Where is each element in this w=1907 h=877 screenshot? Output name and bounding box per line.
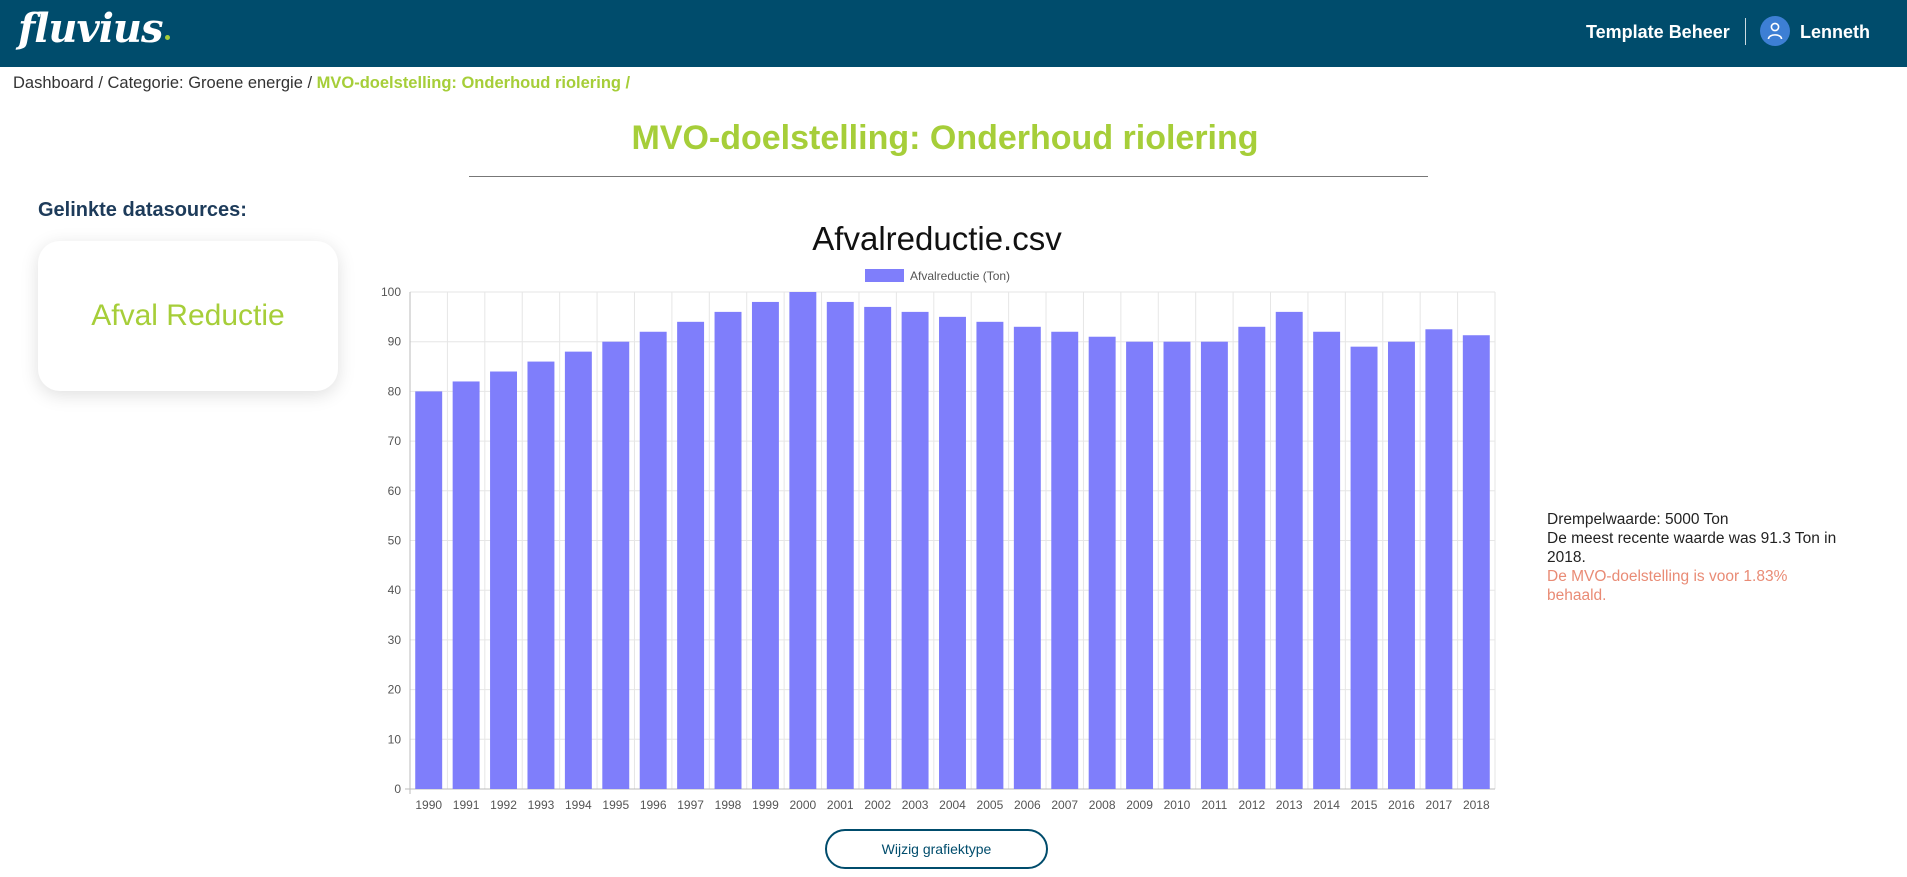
bar-2011: [1200, 341, 1228, 789]
datasources-heading: Gelinkte datasources:: [38, 199, 247, 221]
x-tick-label: 2009: [1126, 798, 1153, 812]
bar-2007: [1051, 331, 1079, 789]
x-tick-label: 2007: [1051, 798, 1078, 812]
bar-chart: 0 10 20 30 40 50 60 70 80 90 100 1990 1991 1992 1993 19…: [381, 269, 1496, 812]
user-avatar-icon[interactable]: [1760, 16, 1790, 46]
x-tick-label: 1991: [453, 798, 480, 812]
x-tick-label: 2002: [864, 798, 891, 812]
y-tick-label: 80: [388, 384, 402, 398]
fluvius-logo[interactable]: fluvius: [18, 6, 170, 52]
y-tick-label: 0: [394, 782, 401, 796]
bar-2000: [789, 292, 817, 789]
x-tick-label: 2006: [1014, 798, 1041, 812]
y-tick-label: 20: [388, 683, 402, 697]
bar-2002: [864, 306, 892, 789]
bar-2001: [826, 301, 854, 789]
y-tick-label: 40: [388, 583, 402, 597]
template-beheer-link[interactable]: Template Beheer: [1586, 22, 1730, 42]
y-tick-label: 60: [388, 484, 402, 498]
y-tick-label: 10: [388, 732, 402, 746]
x-tick-label: 2004: [939, 798, 966, 812]
x-tick-label: 1999: [752, 798, 779, 812]
title-divider: [469, 176, 1428, 177]
bar-2006: [1013, 326, 1041, 789]
bar-1990: [415, 391, 443, 789]
page-title: MVO-doelstelling: Onderhoud riolering: [631, 119, 1259, 157]
breadcrumb-separator: /: [93, 74, 108, 92]
threshold-text: Drempelwaarde: 5000 Ton: [1547, 511, 1729, 528]
x-tick-label: 2012: [1238, 798, 1265, 812]
x-tick-label: 1997: [677, 798, 704, 812]
x-tick-label: 2008: [1089, 798, 1116, 812]
legend-label: Afvalreductie (Ton): [910, 269, 1010, 283]
y-tick-label: 30: [388, 633, 402, 647]
breadcrumb: Dashboard / Categorie: Groene energie / …: [13, 73, 630, 93]
y-tick-label: 100: [381, 285, 401, 299]
breadcrumb-dashboard[interactable]: Dashboard: [13, 74, 94, 92]
bar-1994: [564, 351, 592, 789]
bar-2016: [1387, 341, 1415, 789]
y-tick-label: 70: [388, 434, 402, 448]
logo-text: fluvius: [18, 5, 164, 52]
bar-2014: [1313, 331, 1341, 789]
bar-2004: [939, 316, 966, 789]
x-tick-label: 1990: [415, 798, 442, 812]
top-navbar: fluvius Template Beheer Lenneth: [0, 0, 1907, 67]
change-chart-type-button[interactable]: Wijzig grafiektype: [825, 829, 1048, 869]
x-tick-label: 2015: [1351, 798, 1378, 812]
target-info: Drempelwaarde: 5000 Ton De meest recente…: [1547, 510, 1847, 605]
user-name[interactable]: Lenneth: [1800, 22, 1870, 42]
breadcrumb-separator: /: [302, 74, 317, 92]
bar-1996: [639, 331, 667, 789]
chart-title: Afvalreductie.csv: [812, 220, 1062, 257]
bar-2013: [1275, 311, 1303, 789]
bar-2005: [976, 321, 1004, 789]
datasource-card-label: Afval Reductie: [91, 299, 285, 332]
bar-2010: [1163, 341, 1191, 789]
x-tick-label: 2014: [1313, 798, 1340, 812]
bar-1993: [527, 361, 555, 789]
bar-2012: [1238, 326, 1266, 789]
bar-2015: [1350, 346, 1378, 789]
bar-1997: [677, 321, 705, 789]
bar-1999: [751, 301, 779, 789]
bar-1995: [602, 341, 630, 789]
y-tick-label: 50: [388, 534, 402, 548]
logo-dot: [164, 35, 170, 40]
x-tick-label: 1995: [602, 798, 629, 812]
bar-1992: [490, 371, 518, 789]
bar-1991: [452, 381, 480, 789]
bar-2009: [1126, 341, 1154, 789]
bar-2017: [1425, 329, 1453, 789]
x-tick-label: 1992: [490, 798, 517, 812]
x-tick-label: 2010: [1164, 798, 1191, 812]
x-tick-label: 2001: [827, 798, 854, 812]
x-tick-label: 2018: [1463, 798, 1490, 812]
x-tick-label: 1998: [715, 798, 742, 812]
x-tick-label: 2013: [1276, 798, 1303, 812]
x-tick-label: 1993: [528, 798, 555, 812]
breadcrumb-current: MVO-doelstelling: Onderhoud riolering /: [316, 74, 631, 92]
bar-1998: [714, 311, 742, 789]
bar-2018: [1462, 335, 1490, 789]
x-tick-label: 2011: [1201, 798, 1227, 812]
nav-divider: [1745, 18, 1746, 45]
y-tick-label: 90: [388, 335, 402, 349]
recent-value-text: De meest recente waarde was 91.3 Ton in …: [1547, 530, 1837, 566]
legend-swatch: [865, 269, 904, 282]
x-tick-label: 2017: [1426, 798, 1453, 812]
goal-status-text: De MVO-doelstelling is voor 1.83% behaal…: [1547, 568, 1788, 604]
datasource-card-afval-reductie[interactable]: Afval Reductie: [38, 241, 338, 391]
x-tick-label: 2005: [977, 798, 1004, 812]
x-tick-label: 2016: [1388, 798, 1415, 812]
x-tick-label: 2000: [789, 798, 816, 812]
bar-2008: [1088, 336, 1116, 789]
breadcrumb-category[interactable]: Categorie: Groene energie: [107, 74, 303, 92]
bar-2003: [901, 311, 929, 789]
x-tick-label: 1996: [640, 798, 667, 812]
x-tick-label: 2003: [902, 798, 929, 812]
x-tick-label: 1994: [565, 798, 592, 812]
